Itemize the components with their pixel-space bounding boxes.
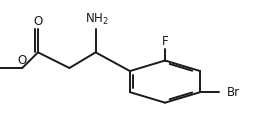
- Text: Br: Br: [226, 86, 239, 99]
- Text: NH$_2$: NH$_2$: [85, 12, 109, 27]
- Text: O: O: [18, 54, 27, 67]
- Text: O: O: [33, 15, 43, 28]
- Text: F: F: [162, 35, 168, 48]
